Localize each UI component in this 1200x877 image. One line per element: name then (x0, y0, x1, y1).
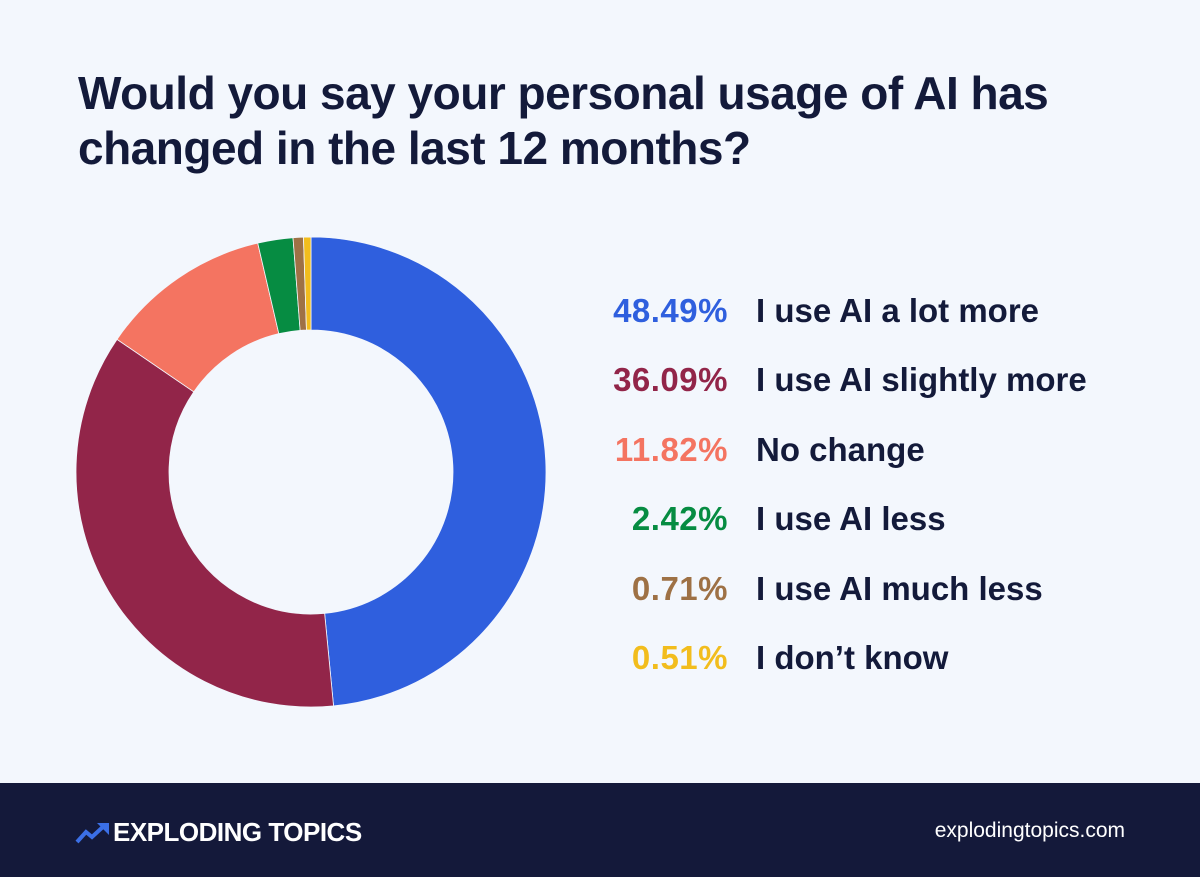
brand-logo: EXPLODING TOPICS (75, 817, 362, 848)
legend-item: 0.51% I don’t know (590, 624, 1087, 694)
legend-label: I use AI a lot more (756, 291, 1040, 329)
legend-item: 11.82% No change (590, 415, 1087, 485)
legend-label: I use AI slightly more (756, 361, 1087, 399)
footer (0, 783, 1200, 877)
legend-item: 0.71% I use AI much less (590, 554, 1087, 624)
website-link: explodingtopics.com (934, 819, 1125, 842)
legend: 48.49% I use AI a lot more 36.09% I use … (590, 276, 1087, 693)
legend-percent: 0.71% (631, 569, 728, 607)
legend-percent: 0.51% (631, 639, 728, 677)
legend-percent: 11.82% (614, 430, 728, 468)
donut-segment (303, 237, 312, 331)
legend-label: I use AI much less (756, 569, 1043, 607)
chart-title: Would you say your personal usage of AI … (78, 67, 1049, 174)
legend-percent: 2.42% (631, 500, 728, 538)
donut-segment (310, 237, 546, 707)
legend-label: No change (756, 430, 925, 468)
donut-chart (76, 237, 546, 707)
donut-segment (76, 338, 334, 707)
legend-percent: 36.09% (613, 361, 728, 399)
legend-percent: 48.49% (613, 291, 728, 329)
legend-item: 2.42% I use AI less (590, 485, 1087, 555)
brand-name: EXPLODING TOPICS (113, 817, 362, 847)
legend-label: I use AI less (756, 500, 946, 538)
legend-item: 36.09% I use AI slightly more (590, 346, 1087, 416)
trending-up-arrow-icon (75, 822, 111, 844)
legend-item: 48.49% I use AI a lot more (590, 276, 1087, 346)
legend-label: I don’t know (756, 639, 949, 677)
